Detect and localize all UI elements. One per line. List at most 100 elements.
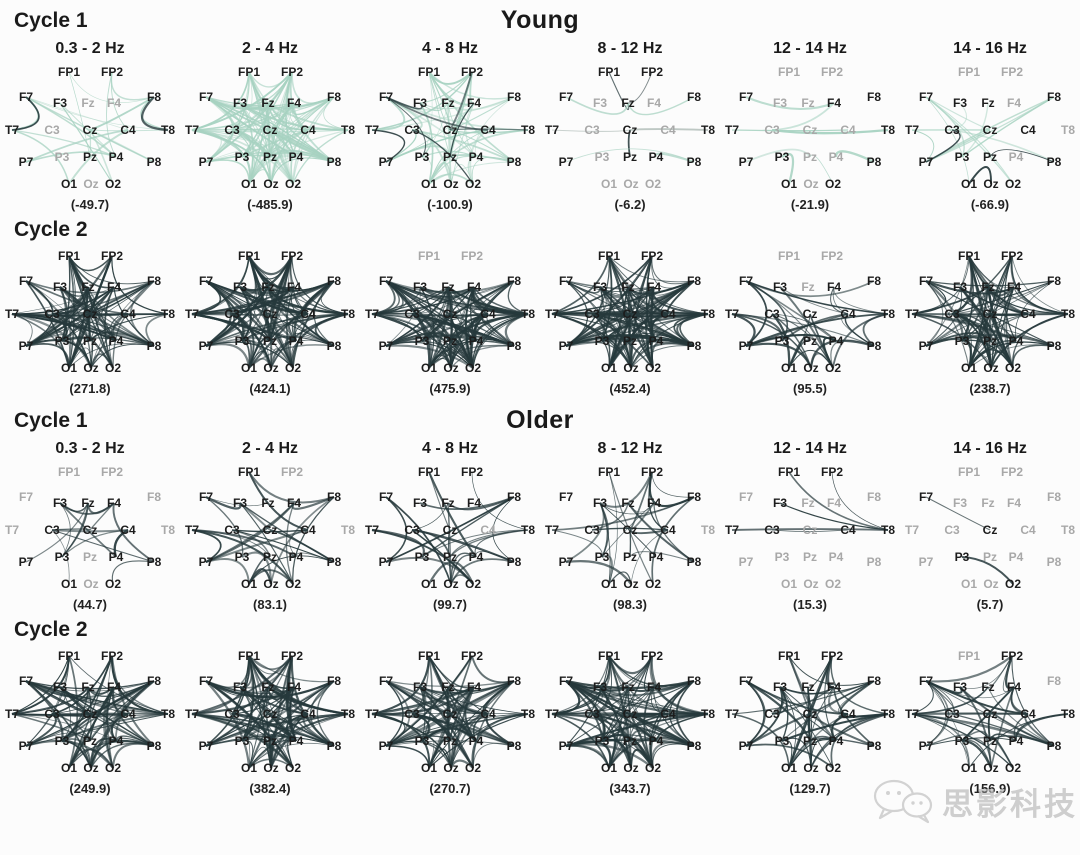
electrode-label-C4: C4 bbox=[120, 123, 136, 137]
electrode-label-T8: T8 bbox=[881, 307, 895, 321]
electrode-label-O2: O2 bbox=[1005, 761, 1021, 775]
electrode-label-C3: C3 bbox=[944, 707, 960, 721]
plot-value: (424.1) bbox=[249, 381, 291, 396]
electrode-label-T7: T7 bbox=[545, 523, 559, 537]
electrode-label-F4: F4 bbox=[647, 496, 661, 510]
electrode-label-P4: P4 bbox=[1009, 334, 1024, 348]
electrode-label-Fz: Fz bbox=[801, 496, 814, 510]
electrode-label-P8: P8 bbox=[147, 739, 162, 753]
electrode-label-F3: F3 bbox=[773, 96, 787, 110]
electrode-label-O1: O1 bbox=[421, 361, 437, 375]
electrode-label-P7: P7 bbox=[559, 155, 574, 169]
electrode-label-T7: T7 bbox=[905, 123, 919, 137]
electrode-label-F3: F3 bbox=[953, 496, 967, 510]
band-header: 14 - 16 Hz bbox=[953, 40, 1027, 57]
electrode-label-FP2: FP2 bbox=[821, 65, 843, 79]
electrode-label-T7: T7 bbox=[365, 307, 379, 321]
electrode-label-C3: C3 bbox=[224, 307, 240, 321]
plot-value: (95.5) bbox=[793, 381, 827, 396]
connectivity-graph: FP1 FP2 F7 F3 Fz F4 F8 T7 C3 Cz C4 T8 P7 P3 Pz P4 P8 O1 Oz… bbox=[725, 65, 895, 191]
electrode-label-O1: O1 bbox=[241, 361, 257, 375]
electrode-label-P7: P7 bbox=[199, 339, 214, 353]
electrode-label-P4: P4 bbox=[649, 734, 664, 748]
connectivity-graph: FP1 FP2 F7 F3 Fz F4 F8 T7 C3 Cz C4 T8 P7 P3 Pz P4 P8 O1 Oz… bbox=[545, 249, 715, 375]
connectivity-plot-cell: 14 - 16 Hz FP1 FP2 F7 F3 Fz F4 F8 T7 C3 Cz C4 T8 P7 P3… bbox=[900, 438, 1080, 612]
electrode-label-Pz: Pz bbox=[803, 734, 817, 748]
connectivity-graph: FP1 FP2 F7 F3 Fz F4 F8 T7 C3 Cz C4 T8 P7 P3 Pz P4 P8 O1 Oz… bbox=[905, 649, 1075, 775]
electrode-label-F3: F3 bbox=[953, 680, 967, 694]
connectivity-graph: FP1 FP2 F7 F3 Fz F4 F8 T7 C3 Cz C4 T8 P7 P3 Pz P4 P8 O1 Oz… bbox=[725, 649, 895, 775]
electrode-label-P7: P7 bbox=[379, 739, 394, 753]
electrode-label-O1: O1 bbox=[61, 361, 77, 375]
electrode-label-C4: C4 bbox=[1020, 523, 1036, 537]
electrode-label-FP2: FP2 bbox=[1001, 249, 1023, 263]
electrode-label-C3: C3 bbox=[404, 307, 420, 321]
electrode-label-F7: F7 bbox=[199, 90, 213, 104]
young-title-row: Cycle 1 Young bbox=[0, 6, 1080, 38]
band-header: 2 - 4 Hz bbox=[241, 40, 298, 57]
electrode-label-T8: T8 bbox=[341, 523, 355, 537]
electrode-label-F4: F4 bbox=[107, 96, 121, 110]
electrode-label-O2: O2 bbox=[1005, 361, 1021, 375]
electrode-label-Fz: Fz bbox=[621, 96, 634, 110]
electrode-label-FP1: FP1 bbox=[58, 465, 80, 479]
electrode-label-Pz: Pz bbox=[263, 550, 277, 564]
electrode-label-Oz: Oz bbox=[83, 177, 98, 191]
electrode-label-F3: F3 bbox=[413, 680, 427, 694]
electrode-label-FP2: FP2 bbox=[461, 465, 483, 479]
electrode-label-F7: F7 bbox=[19, 274, 33, 288]
electrode-label-C3: C3 bbox=[224, 707, 240, 721]
electrode-label-FP2: FP2 bbox=[101, 65, 123, 79]
connectivity-graph: FP1 FP2 F7 F3 Fz F4 F8 T7 C3 Cz C4 T8 P7 P3 Pz P4 P8 O1 Oz… bbox=[5, 249, 175, 375]
electrode-label-F4: F4 bbox=[467, 96, 481, 110]
electrode-label-P4: P4 bbox=[109, 334, 124, 348]
electrode-label-Oz: Oz bbox=[803, 361, 818, 375]
electrode-label-T8: T8 bbox=[161, 123, 175, 137]
connectivity-graph: FP1 FP2 F7 F3 Fz F4 F8 T7 C3 Cz C4 T8 P7 P3 Pz P4 P8 O1 Oz… bbox=[185, 649, 355, 775]
electrode-label-C3: C3 bbox=[584, 307, 600, 321]
older-title-row: Cycle 1 Older bbox=[0, 406, 1080, 438]
electrode-label-Pz: Pz bbox=[803, 150, 817, 164]
electrode-label-O2: O2 bbox=[465, 577, 481, 591]
electrode-label-Fz: Fz bbox=[801, 280, 814, 294]
electrode-label-P3: P3 bbox=[55, 334, 70, 348]
electrode-label-Pz: Pz bbox=[83, 334, 97, 348]
electrode-label-Oz: Oz bbox=[263, 761, 278, 775]
electrode-label-Pz: Pz bbox=[803, 334, 817, 348]
electrode-label-Pz: Pz bbox=[443, 334, 457, 348]
electrode-label-P8: P8 bbox=[507, 739, 522, 753]
electrode-label-P4: P4 bbox=[1009, 734, 1024, 748]
electrode-label-Fz: Fz bbox=[801, 680, 814, 694]
electrode-label-Fz: Fz bbox=[621, 496, 634, 510]
electrode-label-F4: F4 bbox=[1007, 680, 1021, 694]
electrode-label-F8: F8 bbox=[327, 490, 341, 504]
electrode-label-T7: T7 bbox=[365, 707, 379, 721]
electrode-label-P3: P3 bbox=[955, 734, 970, 748]
electrode-label-P8: P8 bbox=[687, 339, 702, 353]
band-header: 4 - 8 Hz bbox=[421, 440, 478, 457]
electrode-label-P7: P7 bbox=[739, 739, 754, 753]
electrode-label-C3: C3 bbox=[944, 307, 960, 321]
electrode-label-F8: F8 bbox=[147, 490, 161, 504]
electrode-label-P3: P3 bbox=[415, 334, 430, 348]
connectivity-plot-cell: FP1 FP2 F7 F3 Fz F4 F8 T7 C3 Cz C4 T8 P7 P3 Pz P4 P8 O1 Oz… bbox=[540, 244, 720, 396]
electrode-label-O1: O1 bbox=[781, 177, 797, 191]
connectivity-graph: FP1 FP2 F7 F3 Fz F4 F8 T7 C3 Cz C4 T8 P7 P3 Pz P4 P8 O1 Oz… bbox=[365, 465, 535, 591]
electrode-label-O2: O2 bbox=[465, 761, 481, 775]
electrode-label-F8: F8 bbox=[687, 274, 701, 288]
electrode-label-C4: C4 bbox=[660, 707, 676, 721]
electrode-label-P7: P7 bbox=[199, 739, 214, 753]
electrode-label-P4: P4 bbox=[289, 734, 304, 748]
electrode-label-C3: C3 bbox=[764, 707, 780, 721]
connectivity-plot-cell: FP1 FP2 F7 F3 Fz F4 F8 T7 C3 Cz C4 T8 P7 P3 Pz P4 P8 O1 Oz… bbox=[360, 244, 540, 396]
electrode-label-P4: P4 bbox=[109, 150, 124, 164]
electrode-label-F8: F8 bbox=[507, 274, 521, 288]
electrode-label-O2: O2 bbox=[285, 577, 301, 591]
electrode-label-P4: P4 bbox=[109, 734, 124, 748]
electrode-label-Cz: Cz bbox=[803, 523, 818, 537]
electrode-label-T7: T7 bbox=[545, 123, 559, 137]
electrode-label-FP1: FP1 bbox=[958, 249, 980, 263]
electrode-label-C3: C3 bbox=[224, 523, 240, 537]
plot-value: (99.7) bbox=[433, 597, 467, 612]
electrode-label-T7: T7 bbox=[545, 307, 559, 321]
